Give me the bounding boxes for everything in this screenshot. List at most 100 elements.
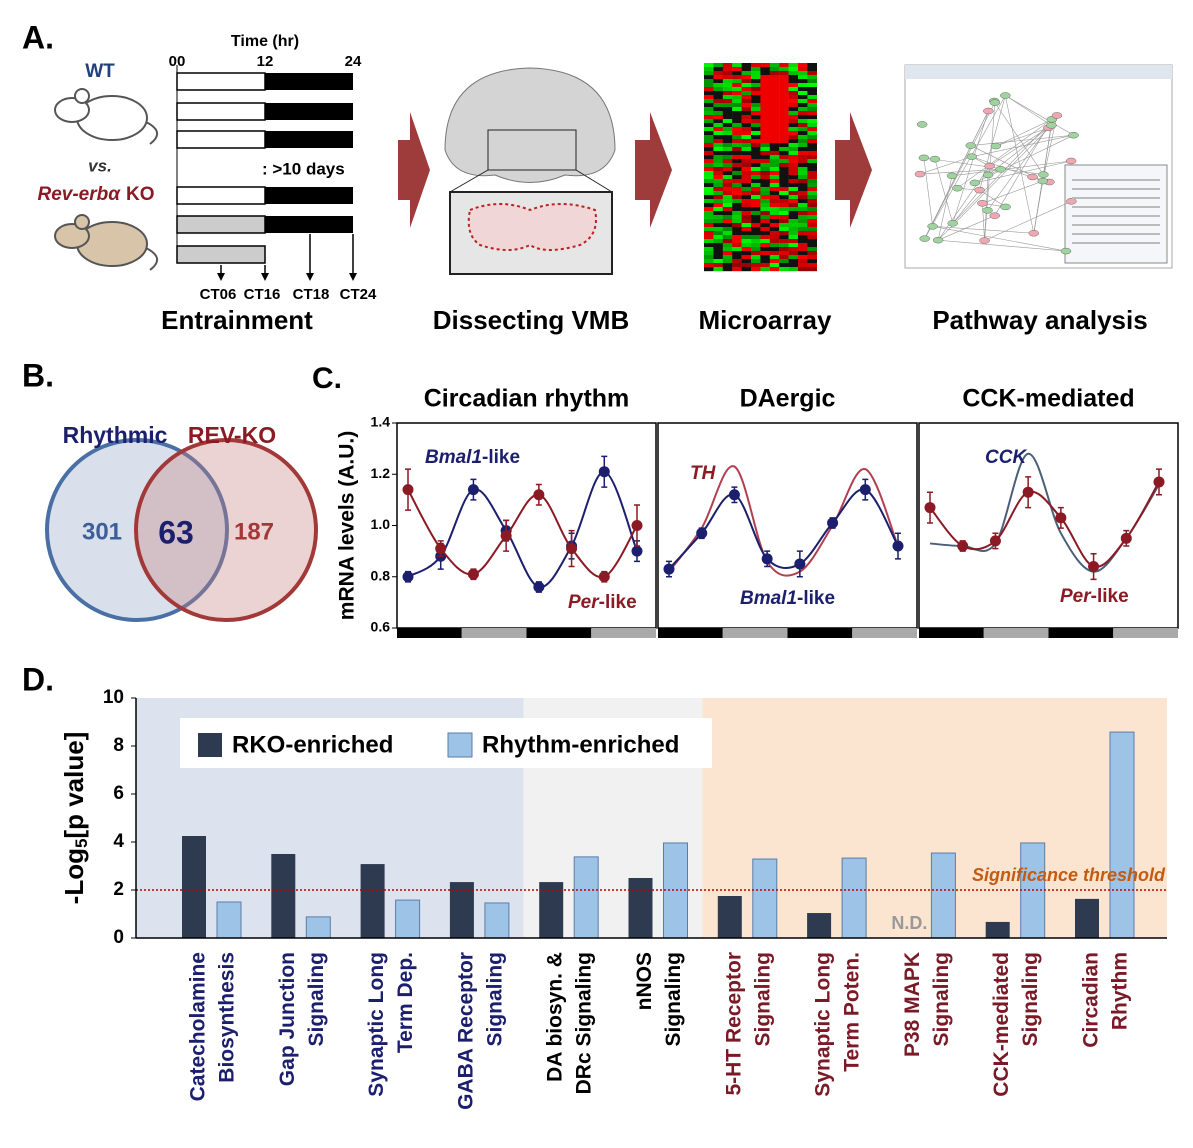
heat-cell [722,183,733,188]
heat-cell [760,175,770,180]
node [919,235,930,242]
node [1066,198,1077,205]
heat-cell [751,119,761,124]
heat-cell [722,91,733,96]
heat-cell [751,75,761,80]
heat-cell [807,91,817,96]
bar [1109,731,1135,939]
heat-cell [788,227,799,232]
heat-cell [788,235,799,240]
heat-cell [788,167,799,172]
heat-cell [722,103,733,108]
heat-cell [798,199,808,204]
heat-cell [807,227,817,232]
heat-cell [741,251,752,256]
heat-cell [769,167,780,172]
bar [628,878,653,938]
heat-cell [760,115,770,120]
category-label: Catecholamine [187,952,210,1101]
heat-cell [798,179,808,184]
heat-cell [722,263,733,268]
heat-cell [779,79,789,84]
series-line [929,452,1160,573]
heat-cell [704,151,714,156]
edge [982,180,1043,204]
heat-cell [751,123,761,128]
heat-cell [788,231,799,236]
heat-cell [722,147,733,152]
arrow-head [349,273,357,281]
heat-cell [722,175,733,180]
heat-cell [798,167,808,172]
data-point [761,553,773,565]
heat-cell [751,99,761,104]
heat-cell [741,147,752,152]
heat-cell [788,255,799,260]
heat-cell [769,267,780,272]
heat-cell [722,191,733,196]
panel-label: D. [22,661,54,697]
heat-cell [713,239,723,244]
heat-cell [798,67,808,72]
heat-cell [741,247,752,252]
heat-cell [779,235,789,240]
heat-cell [788,211,799,216]
heat-cell [769,239,780,244]
heat-cell [807,67,817,72]
heat-cell [732,99,742,104]
heat-cell [713,207,723,212]
heat-cell [807,183,817,188]
heat-cell [722,79,733,84]
heat-cell [751,139,761,144]
edge [995,119,1053,147]
heat-cell [779,111,789,116]
heat-cell [779,131,789,136]
heat-cell [798,87,808,92]
heat-cell [788,135,799,140]
heat-cell [751,91,761,96]
arrow-head [261,273,269,281]
heat-cell [741,263,752,268]
mouse-ko [54,214,158,271]
annotation-part: Bmal1 [425,447,482,468]
bar [449,882,474,938]
data-point [402,484,414,496]
y-axis-label: -Log5[p value] [59,732,92,905]
heat-cell [713,67,723,72]
heat-cell [779,215,789,220]
heat-cell [713,195,723,200]
data-point [631,545,643,557]
heat-cell [788,107,799,112]
heat-cell [713,191,723,196]
heat-cell [798,151,808,156]
heat-cell [704,171,714,176]
light-phase [176,72,266,91]
missing-label: N.D. [891,913,927,933]
heat-cell [798,119,808,124]
heat-cell [769,159,780,164]
heat-cell [732,107,742,112]
heat-cell [788,219,799,224]
heat-cell [760,207,770,212]
heat-cell [741,163,752,168]
heat-cell [769,243,780,248]
heat-cell [769,247,780,252]
node [947,220,958,227]
heat-cell [779,75,789,80]
heat-cell [769,95,780,100]
heat-cell [769,151,780,156]
heat-cell [779,83,789,88]
heat-cell [760,191,770,196]
heat-cell [807,63,817,68]
category-label: Term Dep. [394,952,417,1053]
arrow-head [217,273,225,281]
heat-cell [741,119,752,124]
heat-cell [751,195,761,200]
set-label: REV-KO [188,422,276,448]
light-dark-bar [919,628,984,638]
heat-cell [779,143,789,148]
heat-cell [741,211,752,216]
heat-cell [807,235,817,240]
heat-cell [741,219,752,224]
heat-cell [704,111,714,116]
